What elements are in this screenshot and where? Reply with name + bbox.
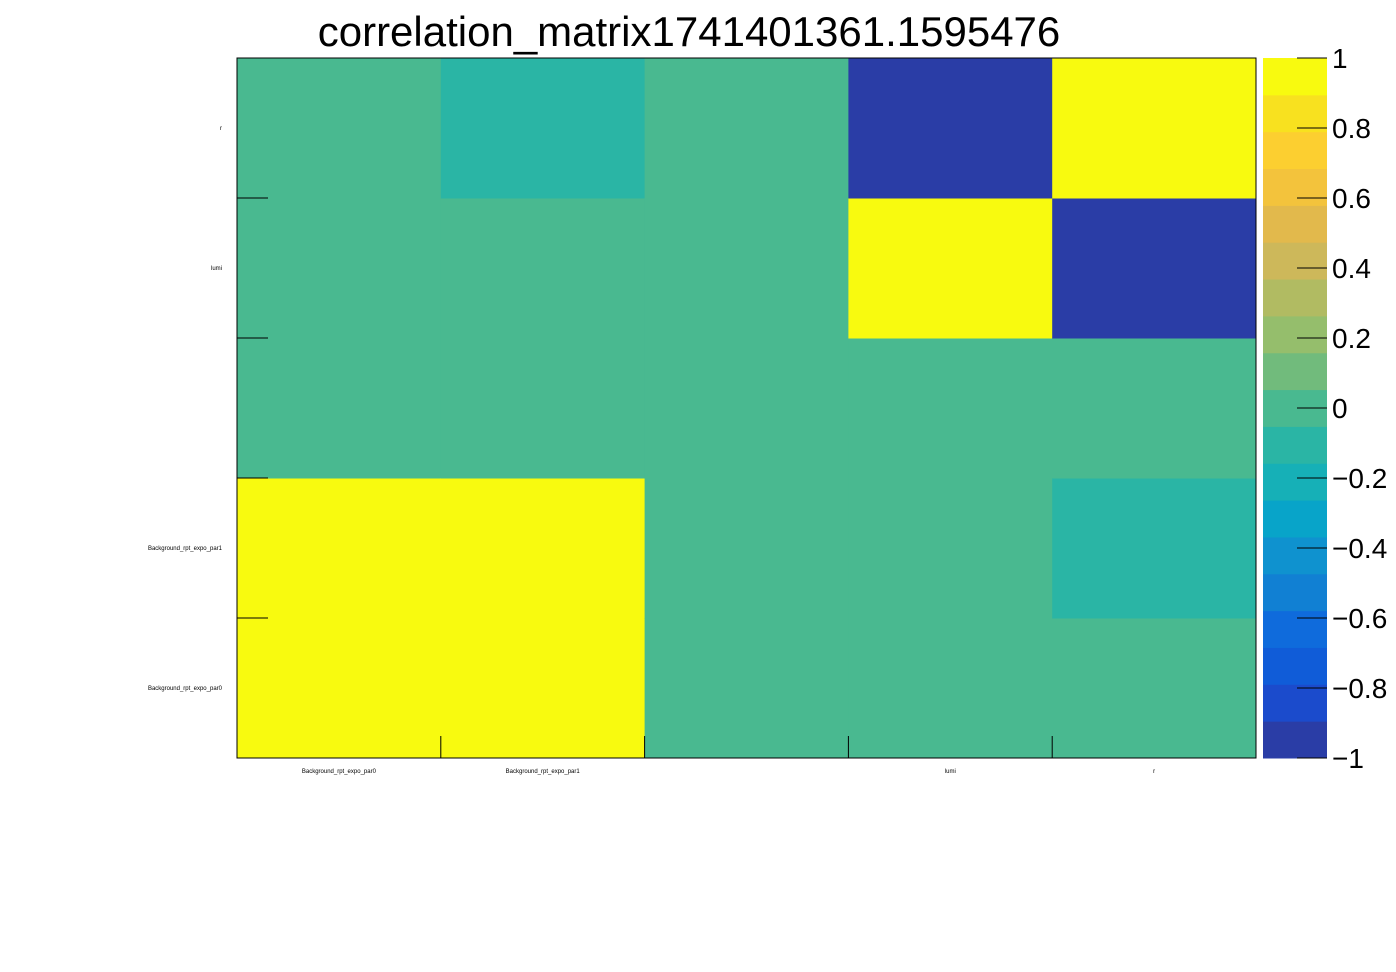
colorbar-segment bbox=[1263, 352, 1327, 391]
colorbar-segment bbox=[1263, 58, 1327, 96]
colorbar-segment bbox=[1263, 205, 1327, 243]
colorbar-segment bbox=[1263, 684, 1327, 722]
heatmap-cell bbox=[644, 338, 849, 479]
heatmap-cell bbox=[237, 58, 442, 199]
colorbar bbox=[1263, 58, 1327, 759]
colorbar-tick-label: 0.4 bbox=[1332, 253, 1371, 284]
heatmap-cell bbox=[440, 338, 646, 479]
colorbar-segment bbox=[1263, 500, 1327, 538]
heatmap-cell bbox=[644, 58, 849, 199]
x-axis-labels: Background_rpt_expo_par0 Background_rpt_e… bbox=[302, 769, 1155, 775]
colorbar-segment bbox=[1263, 573, 1327, 612]
colorbar-tick-label: −0.6 bbox=[1332, 603, 1387, 634]
heatmap-cell bbox=[440, 58, 646, 199]
heatmap-cell bbox=[1052, 198, 1257, 339]
plot-frame bbox=[236, 57, 1257, 759]
y-tick-label: Background_rpt_expo_par0 bbox=[148, 686, 223, 692]
heatmap-cell bbox=[1052, 478, 1257, 619]
colorbar-segment bbox=[1263, 242, 1327, 280]
colorbar-tick-label: −0.8 bbox=[1332, 673, 1387, 704]
heatmap-cell bbox=[848, 198, 1053, 339]
heatmap-cell bbox=[644, 618, 849, 759]
heatmap-cell bbox=[848, 478, 1053, 619]
colorbar-segment bbox=[1263, 168, 1327, 206]
axis-ticks bbox=[236, 197, 1053, 759]
heatmap-cell bbox=[1052, 58, 1257, 199]
colorbar-tick-label: 0.6 bbox=[1332, 183, 1371, 214]
colorbar-labels: 1 0.8 0.6 0.4 0.2 0 −0.2 −0.4 −0.6 −0.8 −1 bbox=[1297, 43, 1387, 774]
colorbar-segment bbox=[1263, 315, 1327, 354]
colorbar-segment bbox=[1263, 536, 1327, 575]
colorbar-tick-label: 1 bbox=[1332, 43, 1348, 74]
colorbar-segment bbox=[1263, 279, 1327, 317]
x-tick-label: Background_rpt_expo_par0 bbox=[302, 769, 377, 775]
heatmap-cell bbox=[644, 198, 849, 339]
colorbar-segment bbox=[1263, 94, 1327, 133]
colorbar-segment bbox=[1263, 463, 1327, 501]
chart-title: correlation_matrix1741401361.1595476 bbox=[318, 8, 1061, 55]
heatmap-cell bbox=[237, 198, 442, 339]
x-tick-label: r bbox=[1153, 769, 1155, 775]
heatmap-cell bbox=[848, 58, 1053, 199]
colorbar-tick-label: 0 bbox=[1332, 393, 1348, 424]
y-tick-label: r bbox=[220, 126, 222, 132]
heatmap-cell bbox=[848, 338, 1053, 479]
colorbar-segment bbox=[1263, 647, 1327, 685]
colorbar-segment bbox=[1263, 426, 1327, 464]
colorbar-segment bbox=[1263, 131, 1327, 170]
colorbar-tick-label: 0.2 bbox=[1332, 323, 1371, 354]
x-tick-label: Background_rpt_expo_par1 bbox=[506, 769, 581, 775]
heatmap-cell bbox=[237, 618, 442, 759]
colorbar-segment bbox=[1263, 610, 1327, 648]
heatmap-cell bbox=[237, 338, 442, 479]
colorbar-tick-label: −0.4 bbox=[1332, 533, 1387, 564]
y-tick-label: lumi bbox=[211, 266, 222, 272]
heatmap-cell bbox=[237, 478, 442, 619]
heatmap-cell bbox=[440, 478, 646, 619]
heatmap-cell bbox=[644, 478, 849, 619]
colorbar-tick-label: −0.2 bbox=[1332, 463, 1387, 494]
heatmap-cell bbox=[1052, 338, 1257, 479]
heatmap-cell bbox=[1052, 618, 1257, 759]
heatmap-cells bbox=[237, 58, 1257, 759]
heatmap-cell bbox=[440, 198, 646, 339]
colorbar-tick-label: 0.8 bbox=[1332, 113, 1371, 144]
heatmap-cell bbox=[848, 618, 1053, 759]
y-axis-labels: Background_rpt_expo_par0 Background_rpt_e… bbox=[148, 126, 223, 692]
colorbar-tick-label: −1 bbox=[1332, 743, 1364, 774]
y-tick-label: Background_rpt_expo_par1 bbox=[148, 546, 223, 552]
colorbar-segment bbox=[1263, 721, 1327, 759]
x-tick-label: lumi bbox=[945, 769, 956, 775]
heatmap-cell bbox=[440, 618, 646, 759]
